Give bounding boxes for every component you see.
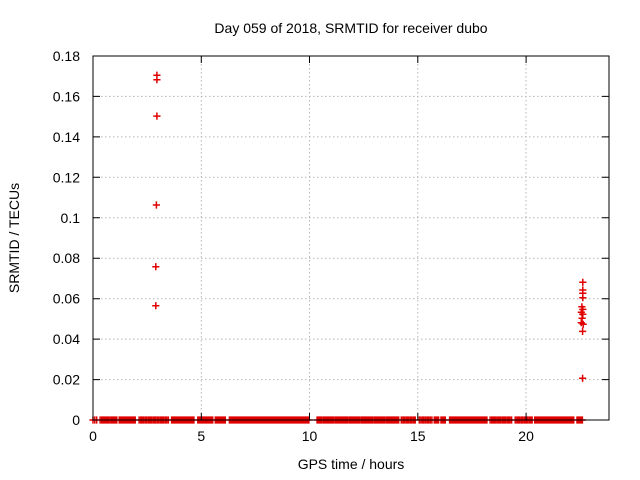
x-axis-label: GPS time / hours [297,456,405,472]
x-tick-label: 5 [197,428,205,444]
chart-title: Day 059 of 2018, SRMTID for receiver dub… [214,20,488,36]
x-tick-label: 20 [518,428,534,444]
x-tick-label: 15 [410,428,426,444]
plot-border [92,55,610,421]
y-tick-label: 0.04 [53,331,80,347]
y-tick-label: 0.06 [53,291,80,307]
grid-lines [93,56,609,420]
y-tick-label: 0.18 [53,48,80,64]
y-tick-label: 0.14 [53,129,80,145]
y-tick-label: 0.12 [53,169,80,185]
y-tick-label: 0 [72,412,80,428]
x-tick-label: 10 [302,428,318,444]
axis-ticks [92,55,609,421]
y-tick-label: 0.16 [53,88,80,104]
y-tick-label: 0.1 [61,210,81,226]
y-tick-label: 0.02 [53,372,80,388]
series-outlier-markers [152,71,587,382]
x-tick-label: 0 [89,428,97,444]
y-tick-label: 0.08 [53,250,80,266]
